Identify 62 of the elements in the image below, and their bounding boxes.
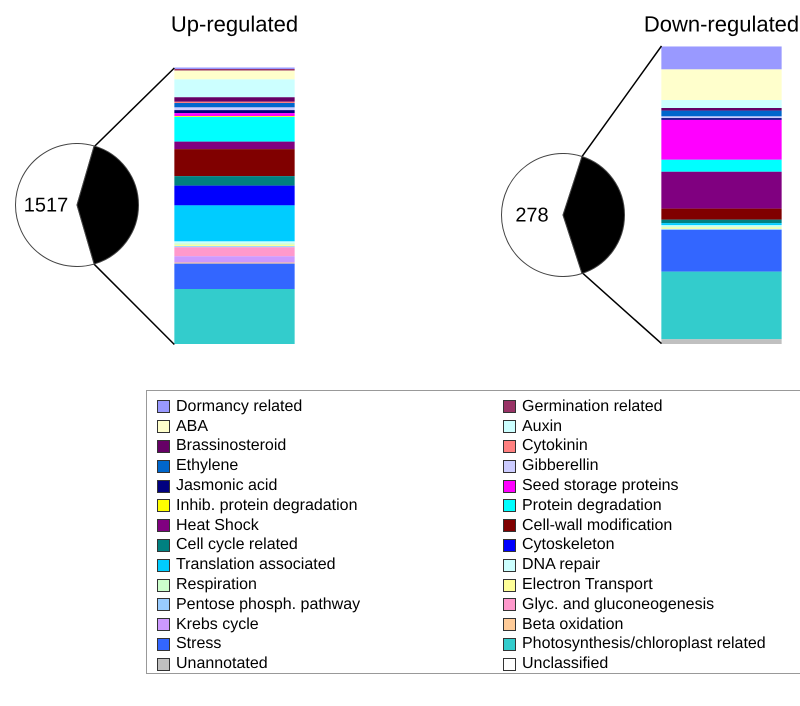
bar <box>174 186 295 206</box>
annotation: 1517 <box>24 194 68 217</box>
bar <box>174 142 295 150</box>
legend-label: Respiration <box>176 576 257 594</box>
legend-label: Cell-wall modification <box>522 516 672 535</box>
legend-label: Translation associated <box>176 556 336 574</box>
legend-label: Ethylene <box>176 457 238 476</box>
legend-label: Inhib. protein degradation <box>176 496 358 515</box>
legend-label: Photosynthesis/chloroplast related <box>522 635 766 654</box>
bar <box>174 107 295 110</box>
bar <box>661 230 782 272</box>
bar <box>174 97 295 102</box>
legend-label: Cell cycle related <box>176 536 298 554</box>
annotation: 278 <box>515 204 549 227</box>
legend-label: Cytokinin <box>522 437 588 456</box>
legend-label: ABA <box>176 418 208 436</box>
bar <box>174 176 295 186</box>
bar <box>174 116 295 142</box>
legend-label: Unclassified <box>522 655 608 674</box>
bar <box>661 160 782 172</box>
legend-label: Protein degradation <box>522 496 662 515</box>
x-tick-label: Up-regulated <box>170 11 298 36</box>
bar <box>174 288 295 344</box>
legend-label: Glyc. and gluconeogenesis <box>522 596 714 614</box>
legend-label: Germination related <box>522 398 663 416</box>
bar <box>174 113 295 116</box>
legend-label: Electron Transport <box>522 576 653 594</box>
legend-label: Krebs cycle <box>176 616 259 634</box>
bar <box>174 102 295 108</box>
legend-label: Pentose phosph. pathway <box>176 596 360 614</box>
x-tick-label: Down-regulated <box>644 11 800 36</box>
bar <box>174 149 295 176</box>
bar <box>661 172 782 209</box>
legend-label: Heat Shock <box>176 516 259 535</box>
bar <box>661 120 782 160</box>
bar <box>174 264 295 289</box>
bar <box>661 110 782 116</box>
bar <box>661 272 782 340</box>
bar <box>174 247 295 256</box>
legend-label: Brassinosteroid <box>176 437 286 456</box>
legend-label: Auxin <box>522 418 562 436</box>
legend-label: Cytoskeleton <box>522 536 614 554</box>
legend-label: Stress <box>176 635 222 654</box>
legend-label: DNA repair <box>522 556 600 574</box>
bar <box>174 79 295 98</box>
legend-label: Seed storage proteins <box>522 477 679 496</box>
bar <box>661 69 782 100</box>
bar <box>661 220 782 224</box>
bar <box>661 108 782 111</box>
bar <box>174 110 295 114</box>
legend-label: Dormancy related <box>176 398 302 416</box>
bar <box>174 70 295 80</box>
legend-label: Gibberellin <box>522 457 598 476</box>
legend-label: Unannotated <box>176 655 268 674</box>
bar <box>661 208 782 220</box>
bar <box>661 46 782 70</box>
legend-label: Beta oxidation <box>522 616 624 634</box>
bar <box>661 100 782 108</box>
bar <box>174 205 295 242</box>
bar <box>174 256 295 262</box>
bar <box>661 339 782 344</box>
legend-label: Jasmonic acid <box>176 477 278 496</box>
